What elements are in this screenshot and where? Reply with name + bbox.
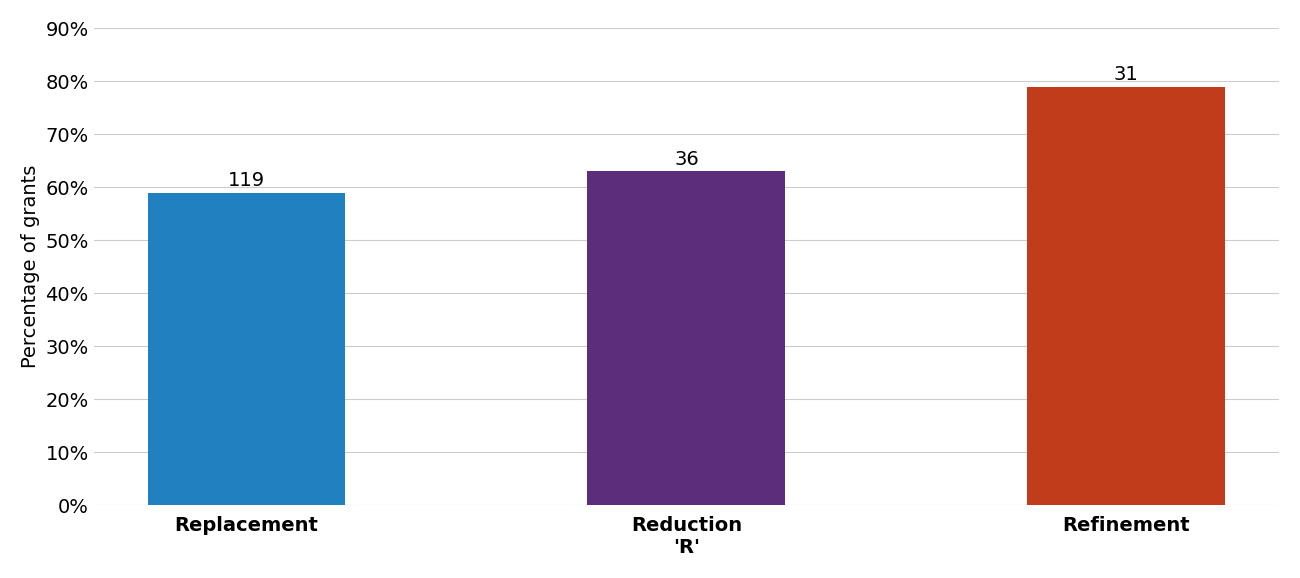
Y-axis label: Percentage of grants: Percentage of grants — [21, 165, 40, 368]
Text: 119: 119 — [227, 171, 265, 190]
Text: 31: 31 — [1114, 65, 1139, 84]
Bar — [1027, 87, 1226, 505]
Bar — [588, 171, 785, 505]
Bar — [147, 192, 346, 505]
Text: 36: 36 — [673, 150, 699, 169]
